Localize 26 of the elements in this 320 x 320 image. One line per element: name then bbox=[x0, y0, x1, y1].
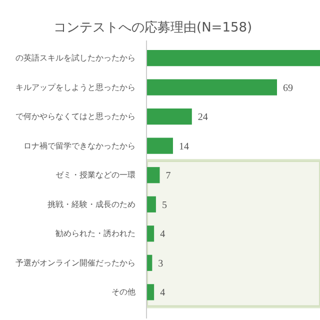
y-tick-label: ゼミ・授業などの一環 bbox=[56, 170, 136, 180]
y-tick-label: 予選がオンライン開催だったから bbox=[16, 258, 136, 268]
bar bbox=[146, 138, 173, 154]
bar bbox=[146, 196, 156, 212]
data-label: 5 bbox=[162, 200, 167, 211]
data-label: 4 bbox=[160, 288, 166, 299]
bar bbox=[146, 167, 160, 184]
y-tick-label: で何かやらなくてはと思ったから bbox=[16, 112, 136, 122]
chart-title: コンテストへの応募理由(N=158) bbox=[54, 20, 252, 36]
y-tick-label: 勧められた・誘われた bbox=[56, 229, 136, 238]
y-tick-label: ロナ禍で留学できなかったから bbox=[24, 141, 136, 150]
y-tick-label: の英語スキルを試したかったから bbox=[16, 54, 136, 63]
bar bbox=[146, 284, 154, 300]
data-label: 69 bbox=[283, 82, 293, 94]
bar bbox=[146, 50, 320, 66]
bar bbox=[146, 79, 277, 96]
data-label: 4 bbox=[160, 229, 166, 240]
data-label: 7 bbox=[166, 170, 171, 182]
y-tick-label: その他 bbox=[112, 288, 136, 297]
data-label: 3 bbox=[158, 258, 164, 270]
data-label: 24 bbox=[198, 112, 208, 124]
bar bbox=[146, 108, 192, 125]
bar bbox=[146, 226, 154, 242]
y-tick-label: キルアップをしようと思ったから bbox=[16, 82, 136, 92]
y-tick-label: 挑戦・経験・成長のため bbox=[48, 200, 136, 209]
data-label: 14 bbox=[178, 141, 189, 152]
